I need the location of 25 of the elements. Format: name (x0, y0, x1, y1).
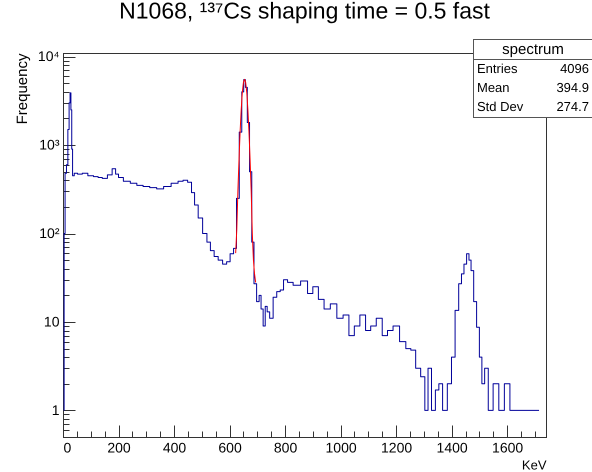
text: 394.9 (556, 80, 589, 95)
text: 4096 (560, 61, 589, 76)
annotation: spectrum (474, 40, 592, 60)
y-tick-label: 10 (44, 313, 60, 330)
y-tick-label: 10² (39, 225, 60, 242)
y-tick-label: 1 (52, 402, 60, 418)
x-tick-label: 200 (107, 440, 131, 456)
chart-title: N1068, ¹³⁷Cs shaping time = 0.5 fast (119, 0, 490, 24)
x-tick-label: 0 (64, 440, 72, 456)
x-tick-label: 400 (162, 440, 186, 456)
annotation: Entries (477, 61, 518, 78)
annotation: Std Dev (477, 99, 524, 116)
x-tick-label: 800 (274, 440, 298, 456)
x-tick-label: 1400 (436, 440, 468, 456)
annotation: Mean (477, 80, 510, 97)
y-tick-label: 10⁴ (38, 48, 60, 64)
y-tick-label: 10³ (39, 136, 60, 153)
line-series (235, 78, 256, 283)
y-axis-title: Frequency (14, 53, 31, 124)
x-tick-label: 1200 (381, 440, 412, 456)
x-tick-label: 1000 (326, 440, 357, 456)
text: 274.7 (556, 99, 589, 114)
x-tick-label: 1600 (492, 440, 524, 456)
x-axis-title: KeV (522, 458, 547, 472)
x-tick-label: 600 (218, 440, 242, 456)
